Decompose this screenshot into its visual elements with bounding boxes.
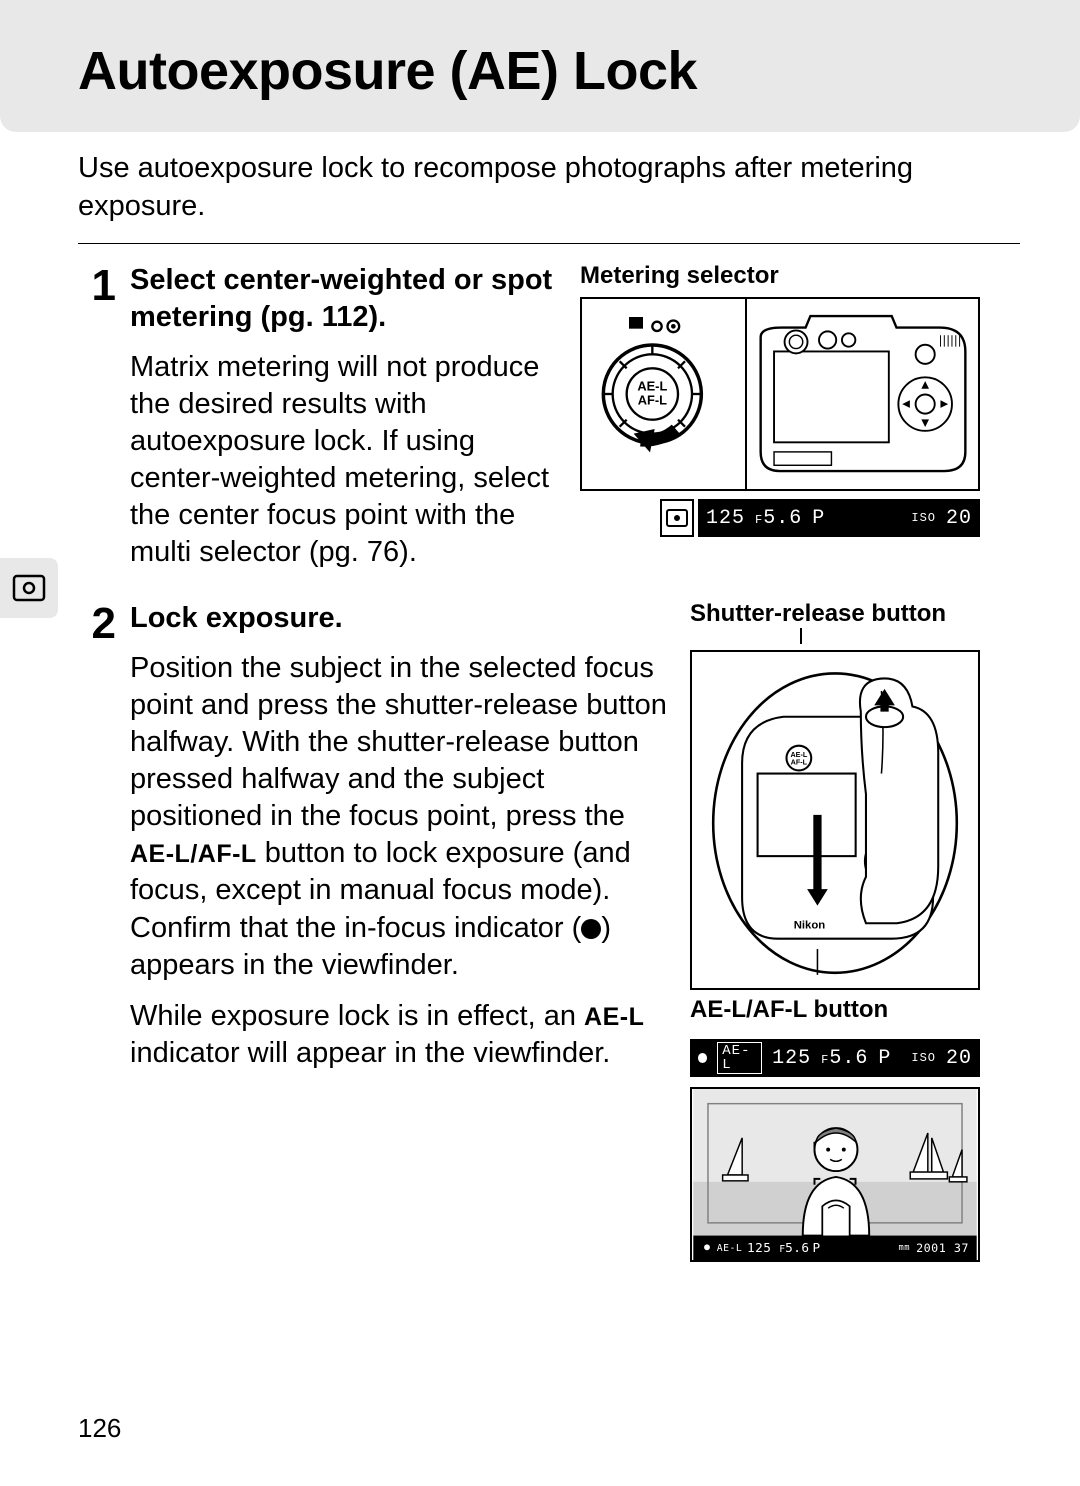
step-2-body-2: While exposure lock is in effect, an AE-… xyxy=(130,998,670,1072)
vf-iso: 20 xyxy=(946,1047,972,1070)
viewfinder-scene-icon: AE-L 125 F 5.6 P mm 2001 37 xyxy=(692,1089,978,1260)
figure-viewfinder-scene: AE-L 125 F 5.6 P mm 2001 37 xyxy=(690,1087,980,1262)
step-2-heading: Lock exposure. xyxy=(130,600,670,636)
camera-hand-icon: AE-L AF-L Nikon xyxy=(700,660,970,980)
camera-rear-icon xyxy=(753,307,973,482)
ael-indicator-name: AE-L xyxy=(584,1003,644,1031)
step-number: 2 xyxy=(78,600,116,1263)
step-2-body-1: Position the subject in the selected foc… xyxy=(130,650,670,984)
figure-shutter-release: AE-L AF-L Nikon xyxy=(690,650,980,990)
vf-aperture-prefix: F xyxy=(755,513,763,527)
viewfinder-bar-2: AE-L 125 F5.6 P ISO 20 xyxy=(690,1039,980,1077)
camera-rear-view xyxy=(747,299,978,489)
svg-text:5.6: 5.6 xyxy=(785,1240,809,1255)
figure-2-label-top: Shutter-release button xyxy=(690,600,980,629)
intro-paragraph: Use autoexposure lock to recompose photo… xyxy=(0,132,1080,243)
viewfinder-bar-1: 125 F5.6 P ISO 20 xyxy=(660,499,980,537)
metering-glyph-icon xyxy=(666,509,688,527)
svg-text:AE-L: AE-L xyxy=(637,379,667,394)
svg-text:AF-L: AF-L xyxy=(791,758,808,767)
step-2: 2 Lock exposure. Position the subject in… xyxy=(78,600,1020,1263)
figure-2-label-bottom: AE-L/AF-L button xyxy=(690,996,980,1025)
step-1-body: Matrix metering will not produce the des… xyxy=(130,349,560,572)
vf-shutter: 125 xyxy=(772,1047,811,1070)
vf-iso: 20 xyxy=(946,507,972,530)
vf-mode: P xyxy=(812,507,825,530)
step-number: 1 xyxy=(78,262,116,571)
metering-dial-icon: AE-L AF-L xyxy=(594,309,734,479)
side-tab-metering-icon xyxy=(0,558,58,618)
step-1-heading: Select center-weighted or spot metering … xyxy=(130,262,560,335)
metering-dial-closeup: AE-L AF-L xyxy=(582,299,747,489)
vf-mode: P xyxy=(878,1047,891,1070)
page-number: 126 xyxy=(78,1413,121,1444)
ael-afl-button-name: AE-L/AF-L xyxy=(130,840,257,868)
steps-list: 1 Select center-weighted or spot meterin… xyxy=(0,244,1080,1262)
figure-1-label: Metering selector xyxy=(580,262,980,291)
svg-text:AE-L: AE-L xyxy=(717,1243,742,1254)
vf-iso-label: ISO xyxy=(911,511,936,525)
step-1: 1 Select center-weighted or spot meterin… xyxy=(78,262,1020,571)
in-focus-dot-icon xyxy=(581,919,601,939)
svg-text:P: P xyxy=(813,1240,821,1255)
svg-text:mm: mm xyxy=(899,1243,911,1253)
metering-mode-icon xyxy=(12,574,46,602)
header-band: Autoexposure (AE) Lock xyxy=(0,0,1080,132)
svg-text:Nikon: Nikon xyxy=(794,920,826,932)
vf-aperture: 5.6 xyxy=(763,507,802,530)
vf-iso-label: ISO xyxy=(911,1051,936,1065)
vf-ael-indicator: AE-L xyxy=(717,1042,762,1074)
svg-text:2001 37: 2001 37 xyxy=(916,1241,969,1255)
svg-text:125: 125 xyxy=(747,1240,771,1255)
figure-metering-selector: AE-L AF-L xyxy=(580,297,980,491)
page-title: Autoexposure (AE) Lock xyxy=(78,40,1080,102)
vf-aperture: 5.6 xyxy=(829,1047,868,1070)
vf-shutter: 125 xyxy=(706,507,745,530)
svg-text:AF-L: AF-L xyxy=(637,393,666,408)
